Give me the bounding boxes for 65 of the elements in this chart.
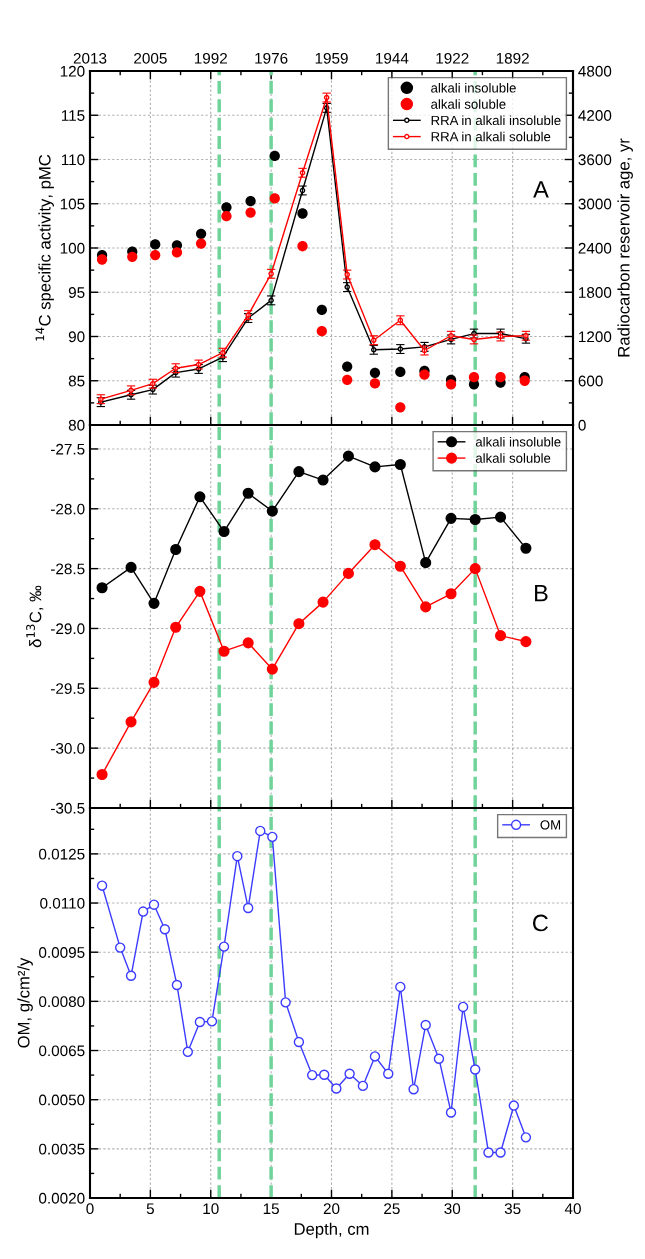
y-tick-label: 0.0095 <box>39 947 85 958</box>
y-tick-label: 0.0080 <box>39 996 85 1008</box>
annotation: C <box>533 914 548 932</box>
y-tick-label: 90 <box>68 331 85 343</box>
text: 1959 <box>315 52 348 64</box>
legend-label: RRA in alkali soluble <box>431 131 551 142</box>
legend-label: alkali insoluble <box>431 82 516 93</box>
y-tick-label: -29.5 <box>51 683 85 694</box>
y-tick-label: -28.0 <box>51 503 85 515</box>
x-tick-label: 40 <box>564 1203 581 1215</box>
legend-label: OM <box>540 820 561 830</box>
x-tick-label: 15 <box>263 1203 279 1215</box>
x-tick-label: 5 <box>146 1203 154 1215</box>
annotation: B <box>535 584 548 602</box>
text: 1976 <box>255 52 288 64</box>
y-tick-label: 0.0035 <box>39 1143 85 1155</box>
y-tick-label: 110 <box>61 154 85 166</box>
y-tick-label: -28.5 <box>51 563 85 575</box>
y-tick-label: 115 <box>61 110 85 121</box>
y-tick-label: 0.0110 <box>40 897 85 909</box>
legend-label: RRA in alkali insoluble <box>431 115 561 126</box>
y2-tick-label: 2400 <box>578 242 612 254</box>
y2-tick-label: 3600 <box>578 154 612 166</box>
y-axis-title: δ$^{13}$C, ‰ <box>26 585 44 648</box>
y-tick-label: 100 <box>60 242 85 254</box>
y-tick-label: -30.5 <box>51 802 85 814</box>
x-tick-label: 25 <box>384 1203 400 1215</box>
y-tick-label: 85 <box>68 375 85 387</box>
y-tick-label: 120 <box>60 65 85 77</box>
y2-tick-label: 4200 <box>578 110 612 121</box>
y-tick-label: 80 <box>68 419 85 431</box>
y-tick-label: -30.0 <box>51 743 85 754</box>
y-tick-label: 0.0020 <box>39 1192 85 1204</box>
x-tick-label: 10 <box>203 1203 219 1215</box>
text: 1892 <box>496 52 529 64</box>
legend-label: alkali soluble <box>431 99 506 109</box>
x-tick-label: 0 <box>86 1203 94 1215</box>
y-axis-title: $^{14}$C specific activity, pMC <box>35 154 54 341</box>
y-tick-label: 0.0125 <box>39 848 85 860</box>
y-tick-label: -29.0 <box>51 623 85 635</box>
x-tick-label: 20 <box>323 1203 340 1215</box>
y-axis-title: OM, g/cm²/y <box>17 957 33 1048</box>
y2-axis-title: Radiocarbon reservoir age, yr <box>617 138 633 357</box>
y-tick-label: 95 <box>68 287 85 298</box>
y2-tick-label: 3000 <box>578 198 612 210</box>
text: 1922 <box>436 52 469 64</box>
y-tick-label: 0.0050 <box>39 1094 85 1106</box>
text: 1992 <box>194 52 227 64</box>
annotation: A <box>533 181 549 198</box>
x-axis-title: Depth, cm <box>294 1222 369 1239</box>
y2-tick-label: 0 <box>578 419 586 431</box>
y2-tick-label: 600 <box>578 375 603 387</box>
text: 2013 <box>73 52 107 64</box>
y2-tick-label: 1800 <box>579 287 612 298</box>
y-tick-label: 105 <box>60 198 85 210</box>
legend-label: alkali insoluble <box>475 436 561 447</box>
text: 2005 <box>134 52 167 64</box>
x-tick-label: 30 <box>444 1203 461 1215</box>
x-tick-label: 35 <box>504 1203 521 1215</box>
legend-label: alkali soluble <box>475 453 551 463</box>
y2-tick-label: 1200 <box>579 331 612 343</box>
y2-tick-label: 4800 <box>578 65 612 77</box>
y-tick-label: 0.0065 <box>39 1045 85 1057</box>
y-tick-label: -27.5 <box>51 443 85 455</box>
text: 1944 <box>376 52 409 64</box>
